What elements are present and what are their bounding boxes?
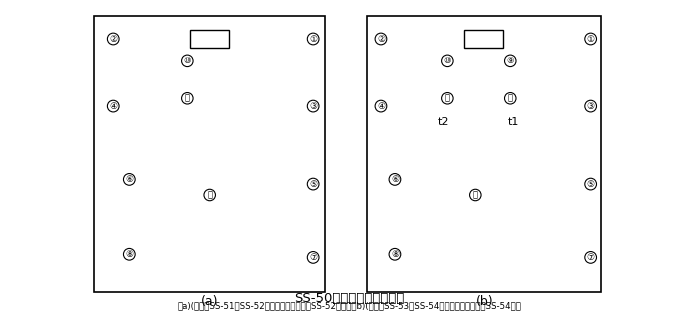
Text: ⑩: ⑩ <box>444 56 451 65</box>
Text: ②: ② <box>109 35 117 43</box>
Text: ⑪: ⑪ <box>507 94 513 103</box>
Text: (b): (b) <box>475 295 493 308</box>
Text: ⑦: ⑦ <box>586 253 595 262</box>
Text: ⑱: ⑱ <box>473 191 478 199</box>
Bar <box>108 170 252 270</box>
Text: ⑤: ⑤ <box>309 180 317 188</box>
Text: t1: t1 <box>508 117 519 127</box>
Text: ④: ④ <box>109 102 117 110</box>
Bar <box>94 16 325 292</box>
Text: SS-50系列背后端子接线图: SS-50系列背后端子接线图 <box>294 292 405 305</box>
Bar <box>464 30 503 47</box>
Text: ④: ④ <box>377 102 385 110</box>
Text: ⑫: ⑫ <box>185 94 190 103</box>
Text: ⑨: ⑨ <box>507 56 514 65</box>
Text: ⑥: ⑥ <box>125 175 134 184</box>
Text: t2: t2 <box>438 117 449 127</box>
Text: ⑱: ⑱ <box>207 191 212 199</box>
Text: ⑧: ⑧ <box>125 250 134 259</box>
Text: ⑩: ⑩ <box>184 56 191 65</box>
Text: ①: ① <box>586 35 595 43</box>
Bar <box>376 170 517 270</box>
Text: ③: ③ <box>586 102 595 110</box>
Text: ③: ③ <box>309 102 317 110</box>
Text: ⑧: ⑧ <box>391 250 399 259</box>
Text: ②: ② <box>377 35 385 43</box>
Bar <box>367 16 601 292</box>
Text: ⑤: ⑤ <box>586 180 595 188</box>
Text: ①: ① <box>309 35 317 43</box>
Text: ⑦: ⑦ <box>309 253 317 262</box>
Text: ⑫: ⑫ <box>445 94 450 103</box>
Text: ⑥: ⑥ <box>391 175 399 184</box>
Bar <box>190 30 229 47</box>
Text: (a): (a) <box>201 295 219 308</box>
Text: （a)(背视）SS-51、SS-52型，图中虚线部分仅SS-52型有；（b)(背视）SS-53、SS-54型，图中虚线部分仅SS-54型有: （a)(背视）SS-51、SS-52型，图中虚线部分仅SS-52型有；（b)(背… <box>178 301 521 310</box>
